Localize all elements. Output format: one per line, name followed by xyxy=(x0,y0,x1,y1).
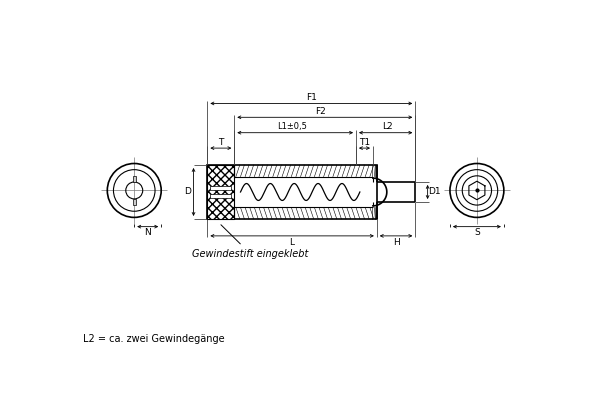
Text: D1: D1 xyxy=(428,188,441,196)
Bar xyxy=(133,176,136,182)
Text: L2 = ca. zwei Gewindegänge: L2 = ca. zwei Gewindegänge xyxy=(83,334,224,344)
Text: L1±0,5: L1±0,5 xyxy=(277,122,307,131)
Text: F1: F1 xyxy=(306,93,317,102)
Bar xyxy=(208,165,235,219)
Text: D: D xyxy=(184,188,191,196)
Text: T: T xyxy=(218,138,224,147)
Text: N: N xyxy=(145,228,151,236)
Text: T1: T1 xyxy=(359,138,370,147)
Bar xyxy=(211,194,231,198)
Bar xyxy=(133,199,136,205)
Text: S: S xyxy=(474,228,480,236)
Text: L: L xyxy=(290,238,295,246)
Bar xyxy=(211,186,231,190)
Text: L2: L2 xyxy=(382,122,392,131)
Text: H: H xyxy=(392,238,400,246)
Text: Gewindestift eingeklebt: Gewindestift eingeklebt xyxy=(192,225,308,258)
Text: F2: F2 xyxy=(316,107,326,116)
Bar xyxy=(208,165,377,219)
